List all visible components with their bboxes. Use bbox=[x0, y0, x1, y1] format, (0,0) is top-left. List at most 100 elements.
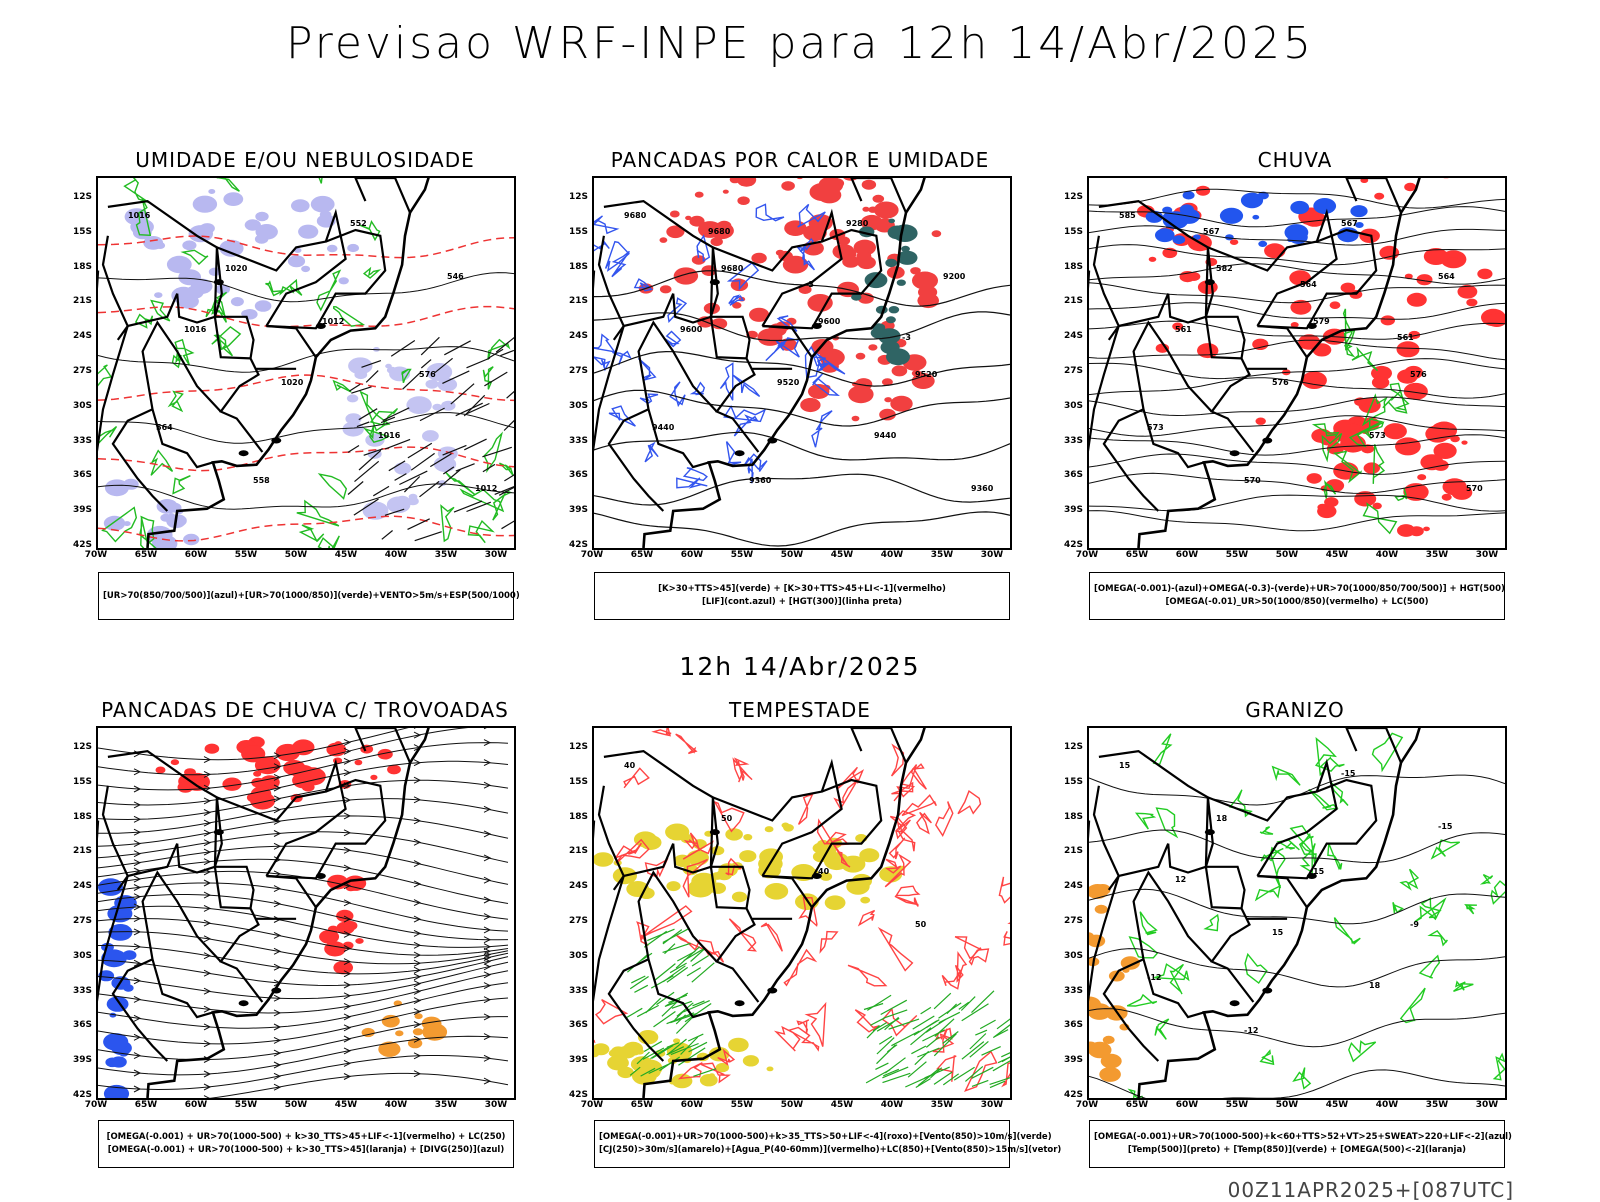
humidity-blue-south-cell bbox=[406, 396, 431, 414]
longitude-label: 30W bbox=[481, 550, 511, 560]
wind850-green-se-vector bbox=[934, 993, 951, 1009]
wind850-green-se-vector bbox=[926, 1020, 939, 1028]
hgt300-line bbox=[594, 474, 1010, 505]
water-red-contour bbox=[999, 877, 1010, 903]
wind850-green-se-vector bbox=[1001, 1052, 1010, 1057]
omega-orange-cell bbox=[1098, 1005, 1108, 1012]
wind850-green-se-vector bbox=[939, 1012, 960, 1023]
contour-label: 9440 bbox=[874, 431, 897, 440]
instability-red-cell bbox=[751, 253, 766, 264]
contour-label: 9520 bbox=[777, 378, 800, 387]
jet-yellow-cell bbox=[731, 835, 739, 841]
latitude-label: 24S bbox=[1053, 881, 1083, 891]
water-red-contour bbox=[1004, 931, 1010, 945]
humidity-blue-cell bbox=[256, 224, 278, 240]
contour-label: 15 bbox=[1272, 928, 1284, 937]
latitude-label: 18S bbox=[1053, 262, 1083, 272]
streamline-line bbox=[98, 859, 508, 903]
rain-red-south-cell bbox=[1307, 473, 1322, 484]
omega-orange-cell bbox=[1095, 884, 1111, 895]
instability-teal-cell bbox=[871, 327, 887, 338]
longitude-label: 65W bbox=[1122, 1100, 1152, 1110]
latitude-label: 21S bbox=[558, 296, 588, 306]
humidity-green-contour bbox=[469, 521, 493, 543]
lake-mark bbox=[1205, 279, 1215, 285]
contour-label: 552 bbox=[350, 219, 367, 228]
lake-mark bbox=[710, 829, 720, 835]
legend-box: [OMEGA(-0.001)+UR>70(1000-500)+k<60+TTS>… bbox=[1089, 1120, 1505, 1168]
instability-red-cell bbox=[830, 178, 844, 188]
latitude-label: 27S bbox=[1053, 366, 1083, 376]
legend-box: [OMEGA(-0.001) + UR>70(1000-500) + k>30_… bbox=[98, 1120, 514, 1168]
thunder-orange-cell bbox=[413, 1028, 423, 1035]
instability-red-south-cell bbox=[884, 397, 892, 402]
lifted-index-contour bbox=[677, 478, 708, 488]
humidity-blue-south-cell bbox=[395, 496, 410, 506]
mid-time-label: 12h 14/Abr/2025 bbox=[600, 652, 1000, 681]
border-line bbox=[266, 780, 385, 878]
water-red-contour bbox=[958, 791, 981, 814]
contour-label: 558 bbox=[253, 476, 270, 485]
humidity-blue-south-cell bbox=[347, 394, 358, 402]
temp850-contour bbox=[1349, 1041, 1376, 1061]
temp850-contour bbox=[1260, 827, 1273, 834]
thunder-red-coast-cell bbox=[333, 961, 353, 975]
wind850-green-se-vector bbox=[864, 1004, 883, 1010]
wind850-green-se-vector bbox=[911, 1028, 932, 1045]
longitude-label: 40W bbox=[877, 550, 907, 560]
humidity-green-contour bbox=[301, 525, 324, 541]
temp850-contour bbox=[1154, 734, 1171, 765]
wind850-green-se-vector bbox=[961, 997, 975, 1011]
water-red-contour bbox=[936, 802, 953, 836]
rain-red-cell bbox=[1374, 193, 1384, 200]
water-red-contour bbox=[837, 767, 862, 789]
legend-text: [UR>70(850/700/500)](azul)+[UR>70(1000/8… bbox=[103, 590, 509, 603]
longitude-label: 30W bbox=[977, 550, 1007, 560]
contour-label: 1012 bbox=[475, 484, 497, 493]
lake-mark bbox=[239, 1000, 249, 1006]
lifted-index-contour bbox=[606, 242, 629, 271]
wind-vector bbox=[420, 481, 440, 496]
longitude-label: 30W bbox=[481, 1100, 511, 1110]
contour-label: 570 bbox=[1466, 484, 1483, 493]
legend-text: [OMEGA(-0.001)-(azul)+OMEGA(-0.3)-(verde… bbox=[1094, 583, 1500, 596]
wind850-green-se-vector bbox=[934, 1072, 952, 1084]
rain-blue-cell bbox=[1313, 198, 1336, 214]
omega-orange-cell bbox=[1089, 1042, 1112, 1058]
lake-mark bbox=[767, 437, 777, 443]
longitude-label: 55W bbox=[231, 1100, 261, 1110]
water-red-contour bbox=[799, 793, 816, 825]
water-red-contour bbox=[624, 768, 649, 788]
border-line bbox=[356, 178, 411, 213]
jet-yellow-south-cell bbox=[594, 1043, 609, 1055]
omega-orange bbox=[1089, 884, 1140, 1082]
wind-vector bbox=[382, 531, 393, 540]
wind850-green-se-vector bbox=[972, 991, 995, 1013]
longitude-label: 50W bbox=[1272, 550, 1302, 560]
instability-red-cell bbox=[737, 196, 749, 205]
latitude-label: 33S bbox=[1053, 436, 1083, 446]
latitude-label: 33S bbox=[558, 986, 588, 996]
longitude-label: 55W bbox=[727, 550, 757, 560]
wind850-green-se-vector bbox=[970, 1041, 989, 1057]
longitude-label: 70W bbox=[577, 550, 607, 560]
humidity-blue-cell bbox=[255, 212, 268, 221]
temp850-contour bbox=[1491, 881, 1505, 903]
temp500-line bbox=[1089, 775, 1505, 805]
latitude-label: 15S bbox=[558, 777, 588, 787]
contour-label: 40 bbox=[624, 761, 636, 770]
water-red-contour bbox=[859, 911, 874, 925]
contour-label: 1012 bbox=[322, 317, 344, 326]
wind-vector bbox=[502, 515, 515, 529]
thunder-red-cell bbox=[178, 782, 194, 793]
humidity-blue-south-cell bbox=[394, 462, 411, 474]
latitude-label: 27S bbox=[558, 916, 588, 926]
wind-vector bbox=[507, 379, 514, 398]
temp500-line bbox=[1089, 1070, 1505, 1098]
humidity-green-contour bbox=[319, 536, 340, 548]
contour-label: 564 bbox=[1300, 280, 1317, 289]
lake-mark bbox=[239, 450, 249, 456]
legend-box: [OMEGA(-0.001)+UR>70(1000-500)+k>35_TTS>… bbox=[594, 1120, 1010, 1168]
